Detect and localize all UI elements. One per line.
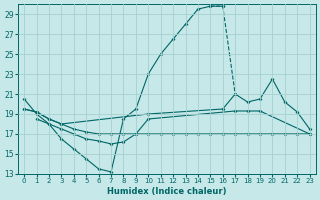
X-axis label: Humidex (Indice chaleur): Humidex (Indice chaleur) <box>107 187 227 196</box>
